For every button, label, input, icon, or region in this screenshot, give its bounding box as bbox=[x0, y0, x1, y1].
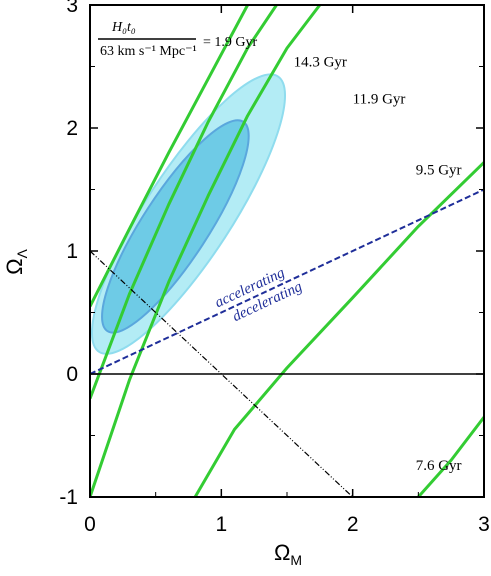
formula-denominator: 63 km s⁻¹ Mpc⁻¹ bbox=[100, 44, 197, 59]
age-curve-4 bbox=[417, 416, 484, 497]
y-tick-label: 0 bbox=[66, 363, 78, 386]
y-tick-label: 3 bbox=[66, 0, 78, 17]
x-tick-label: 0 bbox=[84, 513, 96, 536]
age-label: 11.9 Gyr bbox=[353, 91, 406, 107]
x-tick-label: 2 bbox=[347, 513, 359, 536]
y-tick-label: 1 bbox=[66, 240, 78, 263]
axis-ticks: 0 1 2 3 -1 0 1 2 3 bbox=[59, 0, 490, 536]
flat-universe-line bbox=[90, 250, 354, 497]
age-label: 9.5 Gyr bbox=[416, 163, 462, 179]
formula-numerator: H₀t₀ bbox=[111, 20, 136, 35]
y-axis-title: ΩΛ bbox=[2, 248, 30, 274]
formula-equals-value: = 1.9 Gyr bbox=[203, 35, 258, 50]
x-tick-label: 3 bbox=[478, 513, 490, 536]
age-curve-2 bbox=[90, 5, 321, 497]
confidence-regions bbox=[90, 73, 287, 355]
reference-lines bbox=[90, 188, 484, 497]
age-label: 7.6 Gyr bbox=[416, 458, 462, 474]
y-tick-label: -1 bbox=[59, 486, 78, 509]
y-tick-label: 2 bbox=[66, 117, 78, 140]
x-tick-label: 1 bbox=[215, 513, 227, 536]
formula-box: H₀t₀ 63 km s⁻¹ Mpc⁻¹ = 1.9 Gyr bbox=[98, 20, 258, 59]
acceleration-line bbox=[90, 188, 484, 375]
age-curve-1 bbox=[90, 5, 278, 400]
age-curve-0 bbox=[90, 5, 249, 308]
age-label: 14.3 Gyr bbox=[294, 55, 347, 71]
x-axis-title: ΩM bbox=[274, 540, 302, 568]
age-curves bbox=[90, 5, 484, 497]
